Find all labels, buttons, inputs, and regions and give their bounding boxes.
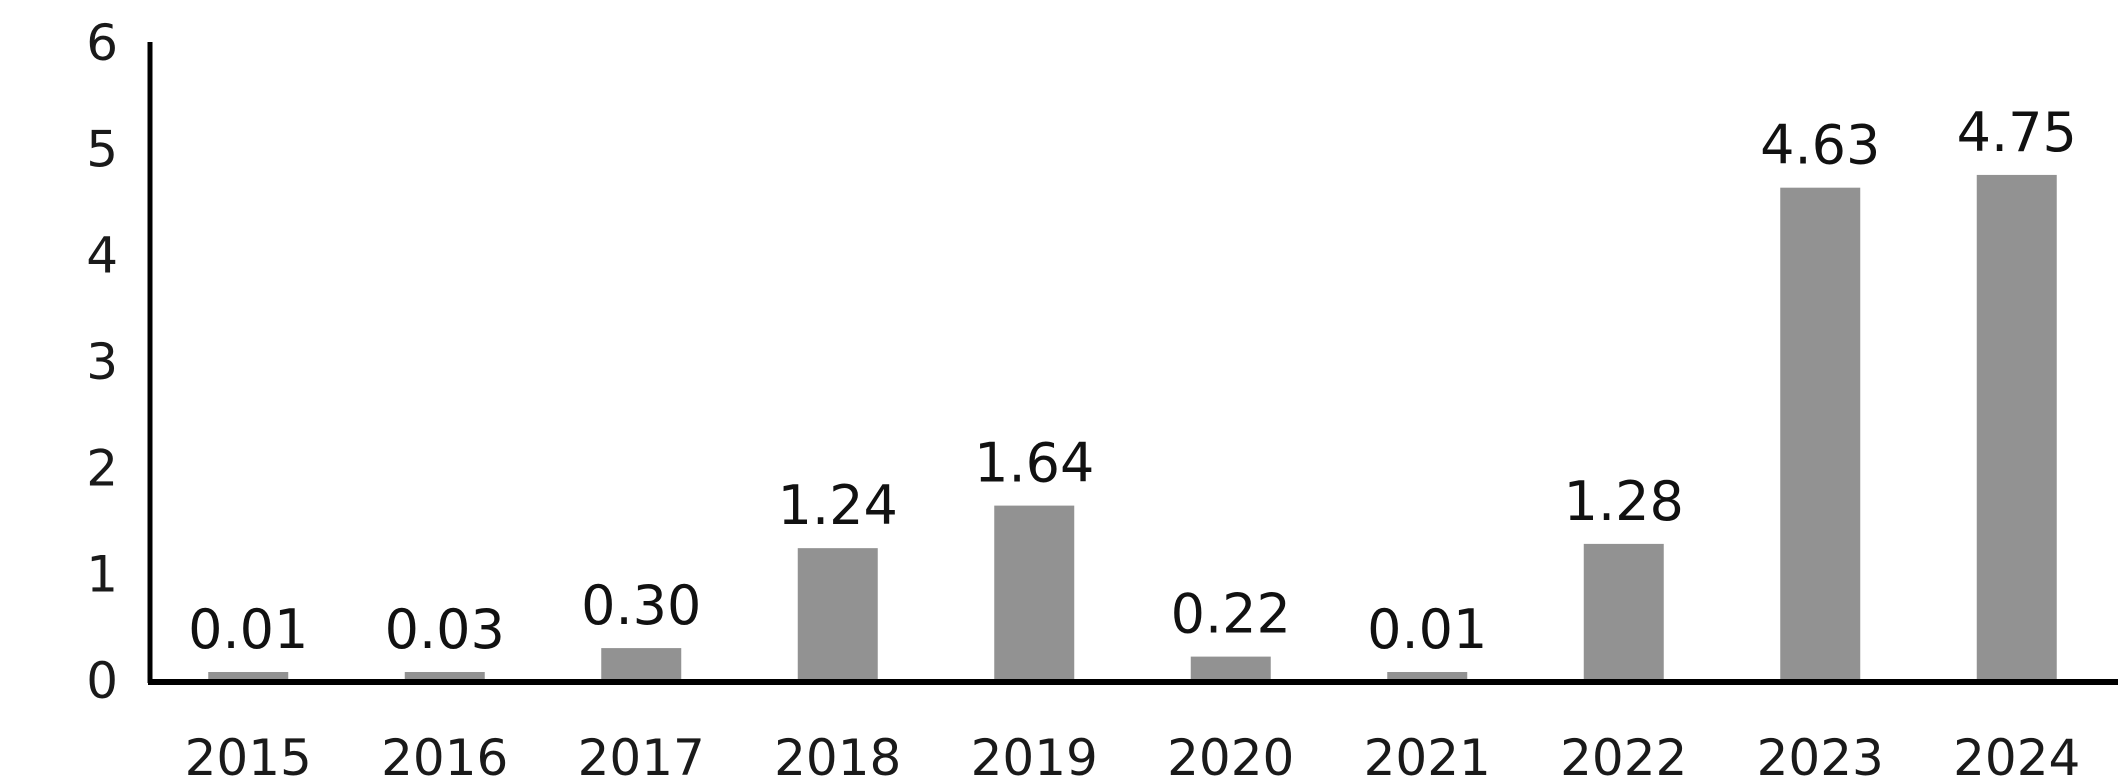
- x-tick-label-2024: 2024: [1953, 729, 2080, 783]
- x-tick-label-2019: 2019: [971, 729, 1098, 783]
- bar-2017: [601, 648, 682, 680]
- data-label-2022: 1.28: [1564, 470, 1684, 533]
- x-tick-label-2018: 2018: [774, 729, 901, 783]
- y-tick-label: 2: [86, 439, 118, 497]
- bar-2019: [994, 505, 1075, 680]
- data-label-2024: 4.75: [1957, 101, 2077, 164]
- x-axis-ticks: 2015 2016 2017 2018 2019 2020 2021 2022 2023 2024: [185, 729, 2081, 783]
- bar-2015: [208, 672, 289, 680]
- x-tick-label-2021: 2021: [1364, 729, 1491, 783]
- x-tick-label-2022: 2022: [1560, 729, 1687, 783]
- bar-2022: [1583, 543, 1664, 680]
- x-tick-label-2020: 2020: [1167, 729, 1294, 783]
- y-tick-label: 0: [86, 652, 118, 710]
- x-tick-label-2023: 2023: [1757, 729, 1884, 783]
- bar-2024: [1976, 174, 2057, 680]
- data-label-2019: 1.64: [974, 432, 1094, 495]
- bar-2021: [1387, 672, 1468, 680]
- bar-2020: [1190, 656, 1271, 680]
- y-tick-label: 1: [86, 546, 118, 604]
- data-label-2018: 1.24: [778, 474, 898, 537]
- x-tick-label-2015: 2015: [185, 729, 312, 783]
- y-tick-label: 3: [86, 333, 118, 391]
- data-label-2017: 0.30: [581, 574, 701, 637]
- y-tick-label: 6: [86, 14, 118, 72]
- bar-2023: [1780, 187, 1861, 680]
- data-label-2021: 0.01: [1367, 598, 1487, 661]
- data-labels: 0.01 0.03 0.30 1.24 1.64 0.22 0.01 1.28 4.63 4.75: [188, 101, 2077, 661]
- data-label-2020: 0.22: [1171, 583, 1291, 646]
- bar-2016: [404, 672, 485, 680]
- y-tick-label: 4: [86, 227, 118, 285]
- x-tick-label-2017: 2017: [578, 729, 705, 783]
- data-label-2023: 4.63: [1760, 114, 1880, 177]
- data-label-2016: 0.03: [385, 598, 505, 661]
- y-axis-ticks: 0 1 2 3 4 5 6: [86, 14, 118, 710]
- bar-2018: [797, 548, 878, 680]
- bars: [208, 174, 2057, 680]
- y-tick-label: 5: [86, 120, 118, 178]
- x-tick-label-2016: 2016: [381, 729, 508, 783]
- data-label-2015: 0.01: [188, 598, 308, 661]
